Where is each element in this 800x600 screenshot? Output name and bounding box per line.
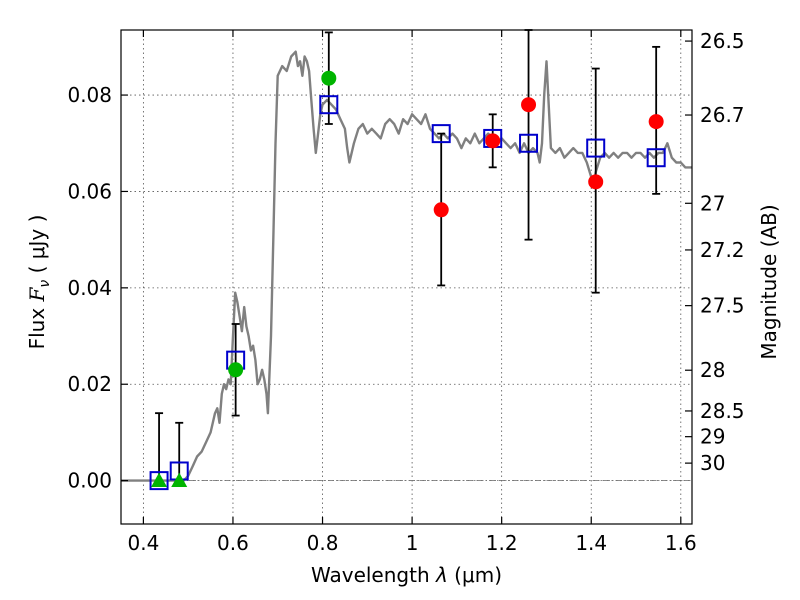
y-tick-label: 0.08 — [67, 83, 112, 107]
x-tick-label: 1.2 — [486, 531, 518, 555]
model-square-marker — [586, 138, 606, 158]
x-tick-label: 0.8 — [307, 531, 339, 555]
model-square-marker — [319, 95, 339, 115]
upper-limit-triangle-marker — [171, 472, 188, 488]
y-axis-title-subscript: ν — [37, 280, 53, 288]
right-tick-label: 26.7 — [700, 103, 745, 127]
right-tick-label: 27.2 — [700, 238, 745, 262]
observation-circle-marker — [485, 133, 501, 149]
model-square-marker — [431, 124, 451, 144]
observation-circle-marker — [521, 97, 537, 113]
y-tick-label: 0.00 — [67, 469, 112, 493]
y-axis-title: Flux Fν ( μJy ) — [25, 215, 53, 350]
right-tick-label: 27 — [700, 191, 725, 215]
right-tick-label: 27.5 — [700, 294, 745, 318]
model-spectrum-line — [121, 50, 692, 482]
observation-circle-marker — [588, 174, 604, 190]
observation-circle-marker — [228, 362, 244, 378]
x-tick-label: 0.4 — [127, 531, 159, 555]
error-bars — [155, 29, 661, 481]
observation-circle-marker — [321, 70, 337, 86]
model-photometry-squares — [149, 95, 666, 491]
observation-circle-marker — [433, 202, 449, 218]
y-tick-label: 0.04 — [67, 276, 112, 300]
right-tick-label: 29 — [700, 425, 725, 449]
right-tick-label: 26.5 — [700, 29, 745, 53]
model-spectrum — [121, 50, 692, 482]
axis-ticks: 0.4 0.6 0.8 1 1.2 1.4 1.6 0.00 0.02 0.04 0.06 0.08 2… — [67, 29, 744, 555]
x-axis-title-unit: (μm) — [448, 563, 502, 587]
upper-limit-triangle-marker — [151, 472, 168, 488]
model-square-marker — [149, 471, 169, 491]
right-tick-label: 30 — [700, 451, 725, 475]
y-axis-title-unit: ( μJy ) — [25, 215, 49, 280]
x-tick-label: 1.4 — [575, 531, 607, 555]
y-tick-label: 0.06 — [67, 179, 112, 203]
model-square-marker — [646, 148, 666, 168]
y-axis-title-symbol: F — [25, 286, 49, 302]
right-tick-label: 28 — [700, 358, 725, 382]
x-axis-title-prefix: Wavelength — [311, 563, 436, 587]
x-tick-label: 0.6 — [217, 531, 249, 555]
y-tick-label: 0.02 — [67, 372, 112, 396]
observation-circle-marker — [648, 114, 664, 130]
right-tick-label: 28.5 — [700, 399, 745, 423]
x-tick-label: 1.6 — [665, 531, 697, 555]
observed-photometry-points — [151, 70, 664, 488]
y-axis-title-prefix: Flux — [25, 301, 49, 349]
grid-layer — [121, 30, 692, 524]
model-square-marker — [519, 133, 539, 153]
x-tick-label: 1 — [406, 531, 419, 555]
plot-frame — [120, 29, 693, 525]
x-axis-title-lambda: λ — [435, 563, 448, 587]
right-axis-title: Magnitude (AB) — [757, 204, 781, 359]
x-axis-title: Wavelength λ (μm) — [311, 563, 502, 587]
